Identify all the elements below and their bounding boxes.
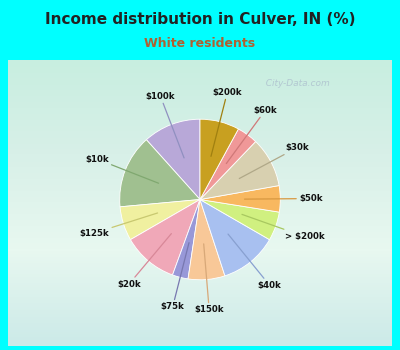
Wedge shape — [130, 199, 200, 275]
Text: $60k: $60k — [226, 106, 277, 163]
Wedge shape — [200, 186, 280, 212]
Wedge shape — [200, 119, 238, 200]
Wedge shape — [200, 129, 256, 200]
Wedge shape — [146, 119, 200, 200]
Text: City-Data.com: City-Data.com — [260, 78, 330, 88]
Wedge shape — [200, 141, 279, 199]
Text: $150k: $150k — [194, 244, 224, 314]
Wedge shape — [120, 199, 200, 240]
Wedge shape — [172, 199, 200, 279]
Text: $10k: $10k — [85, 154, 158, 183]
Text: $125k: $125k — [80, 213, 158, 238]
Text: $40k: $40k — [228, 234, 282, 290]
Text: $75k: $75k — [161, 243, 189, 312]
Text: $30k: $30k — [239, 143, 310, 178]
Text: $100k: $100k — [146, 91, 184, 158]
Text: $50k: $50k — [244, 194, 323, 203]
Wedge shape — [120, 140, 200, 207]
Text: $20k: $20k — [117, 233, 171, 289]
Wedge shape — [188, 199, 225, 280]
Text: White residents: White residents — [144, 37, 256, 50]
Text: Income distribution in Culver, IN (%): Income distribution in Culver, IN (%) — [45, 12, 355, 27]
Wedge shape — [200, 199, 270, 276]
Wedge shape — [200, 199, 279, 240]
Text: $200k: $200k — [211, 88, 242, 156]
Text: > $200k: > $200k — [242, 215, 324, 241]
